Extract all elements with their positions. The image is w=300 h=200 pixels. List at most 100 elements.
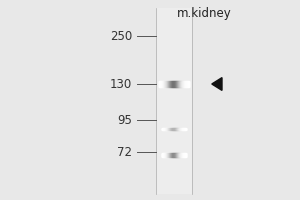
- Bar: [156, 92, 192, 93]
- Bar: [156, 115, 192, 116]
- Text: 250: 250: [110, 29, 132, 43]
- Bar: [156, 82, 192, 83]
- Bar: [156, 149, 192, 150]
- Bar: [156, 146, 192, 147]
- Bar: [156, 155, 192, 156]
- Bar: [156, 188, 192, 189]
- Bar: [156, 66, 192, 67]
- Bar: [156, 164, 192, 165]
- Bar: [156, 41, 192, 42]
- Bar: [156, 21, 192, 22]
- Bar: [156, 129, 192, 130]
- Bar: [156, 193, 192, 194]
- Bar: [156, 61, 192, 62]
- Bar: [156, 72, 192, 73]
- Bar: [156, 183, 192, 184]
- Bar: [156, 13, 192, 14]
- Bar: [156, 79, 192, 80]
- Bar: [156, 184, 192, 185]
- Bar: [156, 53, 192, 54]
- Bar: [156, 10, 192, 11]
- Bar: [156, 54, 192, 55]
- Bar: [156, 116, 192, 117]
- Bar: [156, 153, 192, 154]
- Bar: [156, 11, 192, 12]
- Bar: [156, 31, 192, 32]
- Bar: [156, 52, 192, 53]
- Bar: [156, 56, 192, 57]
- Bar: [156, 45, 192, 46]
- Bar: [156, 100, 192, 101]
- Bar: [156, 122, 192, 123]
- Polygon shape: [212, 78, 222, 90]
- Bar: [156, 40, 192, 41]
- Bar: [156, 145, 192, 146]
- Bar: [156, 32, 192, 33]
- Bar: [156, 187, 192, 188]
- Bar: [156, 170, 192, 171]
- Bar: [156, 49, 192, 50]
- Bar: [156, 94, 192, 95]
- Bar: [156, 163, 192, 164]
- Bar: [156, 173, 192, 174]
- Bar: [156, 27, 192, 28]
- Bar: [156, 24, 192, 25]
- Bar: [156, 190, 192, 191]
- Bar: [156, 111, 192, 112]
- Bar: [156, 134, 192, 135]
- Bar: [156, 168, 192, 169]
- Bar: [156, 64, 192, 65]
- Bar: [156, 42, 192, 43]
- Bar: [156, 182, 192, 183]
- Bar: [156, 166, 192, 167]
- Bar: [156, 50, 192, 51]
- Bar: [156, 8, 192, 9]
- Bar: [156, 125, 192, 126]
- Bar: [156, 73, 192, 74]
- Bar: [156, 36, 192, 37]
- Bar: [156, 65, 192, 66]
- Bar: [156, 93, 192, 94]
- Bar: [156, 137, 192, 138]
- Bar: [156, 132, 192, 133]
- Bar: [156, 18, 192, 19]
- Bar: [156, 118, 192, 119]
- Bar: [156, 99, 192, 100]
- Bar: [156, 74, 192, 75]
- Bar: [156, 151, 192, 152]
- Bar: [156, 113, 192, 114]
- Bar: [156, 102, 192, 103]
- Bar: [156, 107, 192, 108]
- Bar: [156, 55, 192, 56]
- Bar: [156, 136, 192, 137]
- Bar: [156, 37, 192, 38]
- Bar: [156, 192, 192, 193]
- Bar: [156, 150, 192, 151]
- Bar: [156, 127, 192, 128]
- Bar: [156, 39, 192, 40]
- Bar: [156, 78, 192, 79]
- Bar: [156, 30, 192, 31]
- Text: 130: 130: [110, 77, 132, 90]
- Bar: [156, 133, 192, 134]
- Bar: [156, 69, 192, 70]
- Bar: [156, 119, 192, 120]
- Bar: [156, 142, 192, 143]
- Bar: [156, 171, 192, 172]
- Bar: [156, 179, 192, 180]
- Bar: [156, 75, 192, 76]
- Bar: [156, 23, 192, 24]
- Bar: [156, 109, 192, 110]
- Bar: [156, 169, 192, 170]
- Bar: [156, 67, 192, 68]
- Bar: [156, 143, 192, 144]
- Bar: [156, 114, 192, 115]
- Bar: [156, 172, 192, 173]
- Bar: [156, 140, 192, 141]
- Bar: [156, 70, 192, 71]
- Bar: [156, 123, 192, 124]
- Bar: [156, 124, 192, 125]
- Bar: [156, 159, 192, 160]
- Bar: [156, 77, 192, 78]
- Bar: [156, 17, 192, 18]
